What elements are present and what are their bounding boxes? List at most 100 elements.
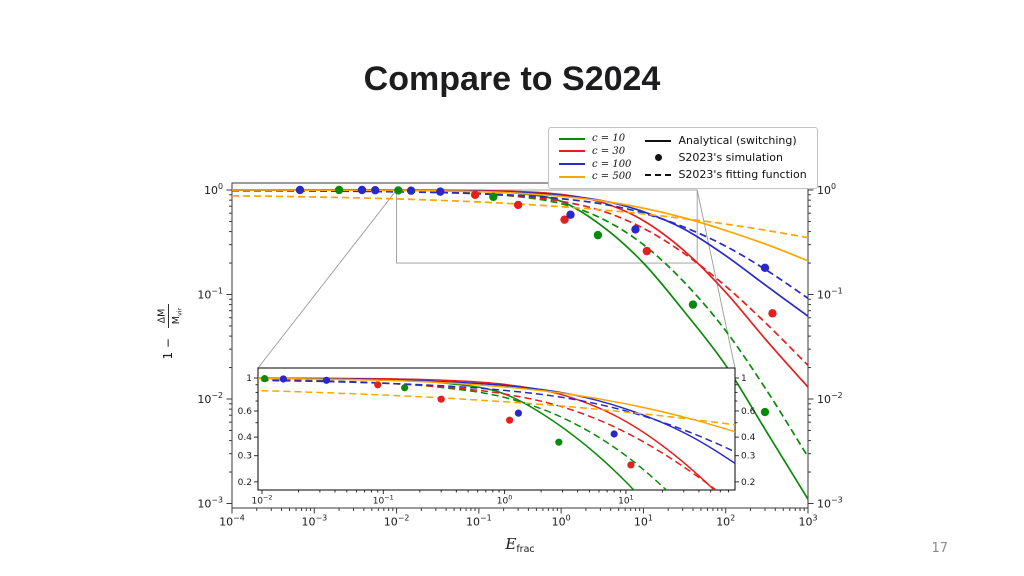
series-2-simulation-dot (566, 210, 575, 219)
zoom-connector-left (257, 189, 397, 369)
legend-line-sample (559, 175, 585, 178)
zoom-indicator-rect (396, 189, 698, 264)
series-0-simulation-dot (695, 537, 702, 544)
series-1-simulation-dot (768, 309, 777, 318)
tick-label: 10−2 (251, 494, 272, 507)
tick-label: 100 (817, 182, 836, 197)
tick-label: 10−1 (373, 494, 394, 507)
series-1-analytical-line (232, 189, 808, 388)
legend-item-label: c = 30 (592, 145, 626, 157)
legend-item-label: S2023's fitting function (678, 168, 807, 182)
series-2-simulation-dot (295, 185, 305, 195)
series-2-simulation-dot (207, 374, 214, 381)
series-1-simulation-dot (374, 381, 382, 389)
tick-label: 10−3 (301, 514, 327, 529)
tick-label: 103 (798, 514, 817, 529)
legend-line-sample (559, 163, 585, 166)
svg-text:0.3: 0.3 (238, 452, 252, 462)
legend-item-series-0: c = 10 (559, 133, 631, 146)
legend-item-label: c = 10 (592, 133, 626, 145)
series-0-simulation-dot (174, 374, 181, 381)
slide-title: Compare to S2024 (363, 60, 661, 98)
series-0-simulation-dot (260, 375, 269, 383)
svg-text:1: 1 (246, 374, 252, 384)
tick-label: 100 (552, 514, 571, 529)
series-2-simulation-dot (631, 225, 640, 234)
tick-label: 10−1 (817, 287, 843, 302)
svg-text:0.3: 0.3 (741, 452, 755, 462)
tick-label: 10−1 (197, 287, 223, 302)
series-2-simulation-dot (610, 430, 618, 438)
legend-item-series-2: c = 100 (559, 158, 631, 171)
series-1-simulation-dot (627, 461, 635, 469)
svg-text:0.2: 0.2 (741, 478, 755, 488)
tick-label: 10−2 (384, 514, 410, 529)
series-2-simulation-dot (436, 187, 445, 196)
legend-item-style-1: S2023's simulation (645, 149, 806, 166)
tick-label: 102 (716, 514, 735, 529)
legend-item-label: c = 100 (592, 158, 632, 170)
legend-dashed-sample (645, 173, 672, 176)
series-0-simulation-dot (555, 438, 563, 446)
svg-text:Mvir: Mvir (171, 307, 184, 324)
series-2-analytical-line (258, 377, 735, 465)
tick-label: 10−2 (197, 391, 223, 406)
inset-series (116, 374, 735, 544)
legend-item-label: S2023's simulation (678, 151, 784, 165)
series-1-simulation-dot (506, 416, 514, 424)
series-2-simulation-dot (357, 185, 367, 195)
svg-text:1 −: 1 − (161, 338, 175, 360)
inset-plot-frame (257, 367, 736, 491)
main-series (232, 185, 808, 500)
svg-text:0.2: 0.2 (238, 478, 252, 488)
chart-legend: c = 10 c = 30 c = 100 c = 500 Analytical (s… (548, 127, 818, 189)
series-2-fitting-line (232, 189, 808, 300)
series-1-simulation-dot (642, 246, 652, 256)
series-2-simulation-dot (514, 409, 523, 417)
tick-label: 100 (497, 494, 513, 507)
legend-item-label: Analytical (switching) (678, 134, 797, 148)
series-2-simulation-dot (760, 263, 770, 273)
tick-label: 10−3 (817, 496, 843, 511)
tick-label: 10−1 (466, 514, 492, 529)
y-axis-label: 1 − ΔM Mvir (157, 304, 184, 360)
series-0-simulation-dot (401, 384, 409, 392)
series-2-simulation-dot (371, 186, 380, 195)
legend-style-column: Analytical (switching) S2023's simulation… (645, 132, 807, 184)
series-1-simulation-dot (560, 215, 569, 224)
series-2-analytical-line (232, 189, 808, 317)
tick-label: 10−3 (197, 496, 223, 511)
tick-label: 10−4 (219, 514, 245, 529)
legend-dot-sample (645, 154, 671, 162)
series-1-fitting-line (258, 379, 718, 490)
series-0-simulation-dot (760, 407, 770, 417)
legend-item-style-0: Analytical (switching) (645, 132, 806, 149)
svg-text:0.6: 0.6 (238, 407, 253, 417)
svg-text:0.6: 0.6 (741, 407, 756, 417)
legend-item-series-1: c = 30 (559, 145, 631, 158)
series-1-fitting-line (232, 189, 808, 366)
series-1-simulation-dot (470, 190, 480, 199)
legend-series-column: c = 10 c = 30 c = 100 c = 500 (559, 132, 631, 184)
page-number: 17 (931, 541, 948, 556)
svg-text:1: 1 (741, 374, 747, 384)
legend-solid-sample (645, 139, 672, 142)
tick-label: 100 (204, 182, 223, 197)
svg-text:0.4: 0.4 (741, 433, 756, 443)
series-0-simulation-dot (593, 230, 603, 240)
zoom-connector-right (696, 189, 736, 369)
legend-item-series-3: c = 500 (559, 170, 631, 183)
series-1-simulation-dot (437, 395, 445, 403)
main-plot-frame (231, 182, 809, 509)
legend-item-label: c = 500 (592, 171, 632, 183)
tick-label: 101 (618, 494, 634, 507)
series-2-simulation-dot (322, 376, 331, 384)
tick-label: 101 (634, 514, 653, 529)
x-axis-label: Efrac (504, 535, 534, 555)
legend-item-style-2: S2023's fitting function (645, 166, 807, 183)
series-2-simulation-dot (116, 374, 123, 381)
series-3-analytical-line (258, 377, 735, 433)
tick-label: 10−2 (817, 391, 843, 406)
